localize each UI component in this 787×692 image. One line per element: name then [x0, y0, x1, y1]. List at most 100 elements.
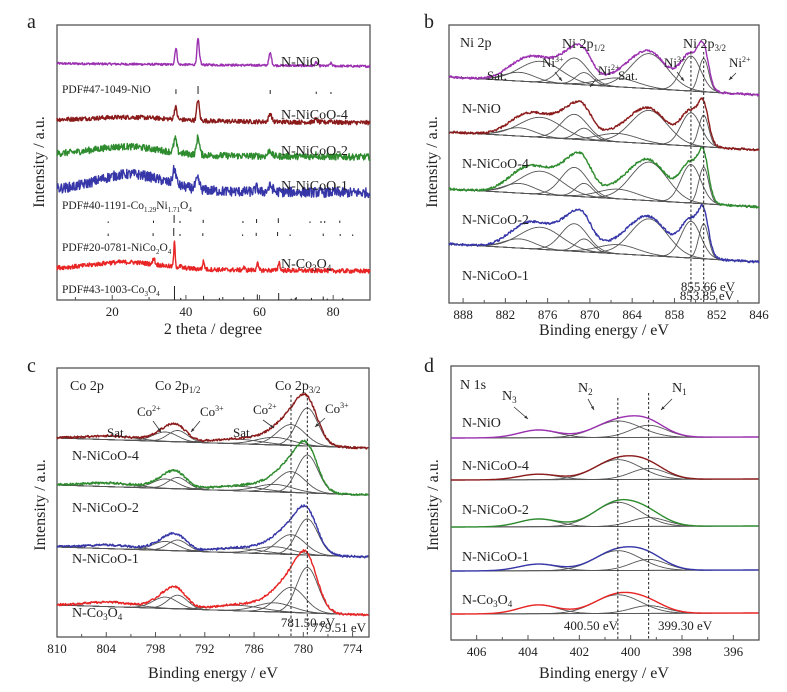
panel-b-title: Ni 2p — [460, 36, 492, 51]
x-tick-label: 888 — [453, 307, 473, 322]
label-satellite: Sat. — [107, 425, 127, 440]
x-tick-label: 810 — [47, 641, 67, 656]
x-tick-label: 804 — [97, 641, 117, 656]
x-tick-label: 852 — [707, 307, 727, 322]
plot-frame — [56, 367, 370, 638]
x-tick-label: 882 — [496, 307, 516, 322]
x-tick-label: 870 — [580, 307, 600, 322]
panel-b-plot-area: 888 882 876 870 864 858 852 846 855.66 eV853.85 … — [448, 24, 769, 322]
x-tick-label: 780 — [294, 641, 314, 656]
arrowhead-icon — [157, 428, 161, 432]
series-line-n-nio — [56, 37, 371, 69]
fit-component-line — [449, 112, 759, 151]
x-tick-label: 402 — [570, 644, 590, 659]
background-line — [448, 243, 760, 263]
series-label: N-NiCoO-4 — [462, 459, 529, 474]
arrowhead-icon — [191, 428, 195, 432]
reference-label: PDF#43-1003-Co3O4 — [62, 284, 160, 298]
series-label: N-Co3O4 — [462, 593, 513, 609]
label-ni2plus: Ni2+ — [729, 55, 751, 70]
series-line-n-co3o4 — [56, 549, 370, 617]
series-line-n-co3o4 — [450, 591, 759, 615]
arrowhead-icon — [729, 76, 733, 80]
label-co3plus: Co3+ — [200, 404, 224, 419]
reference-energy-label: 781.50 eV — [281, 615, 336, 630]
panel-d-plot-area: 406 404 402 400 398 396 400.50 eV 399.30 eV N-Ni… — [450, 365, 760, 659]
series-label: N-NiCoO-2 — [462, 213, 529, 228]
reference-label: PDF#20-0781-NiCo2O4 — [62, 242, 172, 256]
background-line — [56, 437, 370, 449]
peak-label-co2p-1-2: Co 2p1/2 — [155, 379, 200, 395]
arrowhead-icon — [590, 83, 594, 87]
reference-energy-label: 399.30 eV — [658, 618, 713, 633]
series-label: N-NiO — [462, 102, 501, 117]
label-n3: N3 — [502, 389, 517, 405]
series-line-n-nicoo-1 — [56, 164, 371, 199]
x-tick-label: 846 — [749, 307, 769, 322]
arrowhead-icon — [315, 423, 319, 427]
panel-letter-b: b — [424, 11, 434, 33]
series-line-n-co3o4 — [56, 240, 371, 274]
arrowhead-icon — [590, 406, 594, 410]
background-line — [56, 484, 370, 496]
background-line — [56, 546, 370, 558]
background-line — [448, 76, 760, 96]
x-tick-label: 60 — [253, 304, 266, 319]
label-co3plus: Co3+ — [325, 401, 349, 416]
reference-label: PDF#47-1049-NiO — [62, 84, 151, 96]
peak-label-co2p-3-2: Co 2p3/2 — [275, 379, 320, 395]
label-n2: N2 — [578, 381, 593, 397]
panel-d-ylabel: Intensity / a.u. — [425, 459, 442, 551]
panel-letter-d: d — [424, 355, 434, 377]
panel-b-ni2p: b Intensity / a.u. Binding energy / eV N… — [424, 11, 769, 339]
series-label: N-NiO — [281, 55, 320, 70]
label-co2plus: Co2+ — [137, 404, 161, 419]
x-tick-label: 20 — [106, 304, 119, 319]
series-label: N-NiCoO-4 — [72, 449, 139, 464]
series-line-n-nicoo-4 — [56, 392, 369, 450]
series-label: N-NiCoO-4 — [281, 108, 348, 123]
panel-d-xlabel: Binding energy / eV — [539, 665, 669, 682]
series-label: N-NiCoO-2 — [72, 501, 139, 516]
peak-label-ni2p-3-2: Ni 2p3/2 — [683, 37, 726, 53]
reference-label: PDF#40-1191-Co1.29Ni1.71O4 — [62, 200, 192, 214]
label-satellite: Sat. — [618, 68, 638, 83]
label-co2plus: Co2+ — [253, 402, 277, 417]
series-line-n-nicoo-2 — [56, 439, 369, 497]
series-label: N-NiCoO-2 — [462, 503, 529, 518]
arrowhead-icon — [558, 77, 562, 81]
reference-energy-label: 400.50 eV — [564, 618, 619, 633]
panel-b-ylabel: Intensity / a.u. — [424, 116, 441, 208]
background-line — [56, 604, 370, 616]
series-line-n-nio — [450, 415, 759, 439]
series-label: N-NiCoO-1 — [462, 269, 529, 284]
fit-component-line — [449, 226, 759, 263]
x-tick-label: 398 — [672, 644, 692, 659]
series-label: N-NiCoO-1 — [281, 179, 348, 194]
x-tick-label: 404 — [518, 644, 538, 659]
label-n1: N1 — [672, 381, 687, 397]
background-line — [448, 131, 760, 151]
label-ni3plus: Ni3+ — [664, 55, 686, 70]
arrowhead-icon — [661, 406, 665, 410]
reference-energy-label: 855.66 eV — [681, 279, 736, 294]
reference-energy-label: 779.51 eV — [312, 620, 367, 635]
series-label: N-NiO — [462, 416, 501, 431]
x-tick-label: 406 — [467, 644, 487, 659]
reference-energy-label: 853.85 eV — [680, 288, 735, 303]
x-tick-label: 774 — [343, 641, 363, 656]
label-ni2plus: Ni2+ — [598, 63, 620, 78]
x-tick-label: 792 — [195, 641, 215, 656]
series-line-n-nicoo-4 — [448, 97, 760, 152]
series-label: N-NiCoO-1 — [72, 552, 139, 567]
x-tick-label: 40 — [179, 304, 192, 319]
arrowhead-icon — [680, 77, 684, 81]
series-label: N-NiCoO-1 — [462, 550, 529, 565]
peak-label-ni2p-1-2: Ni 2p1/2 — [562, 37, 605, 53]
x-tick-label: 786 — [244, 641, 264, 656]
arrowhead-icon — [524, 415, 528, 419]
panel-c-co2p: c Intensity / a.u. Binding energy / eV C… — [27, 355, 370, 682]
panel-a-xrd: a Intensity / a.u. 2 theta / degree 20 40… — [27, 11, 371, 338]
